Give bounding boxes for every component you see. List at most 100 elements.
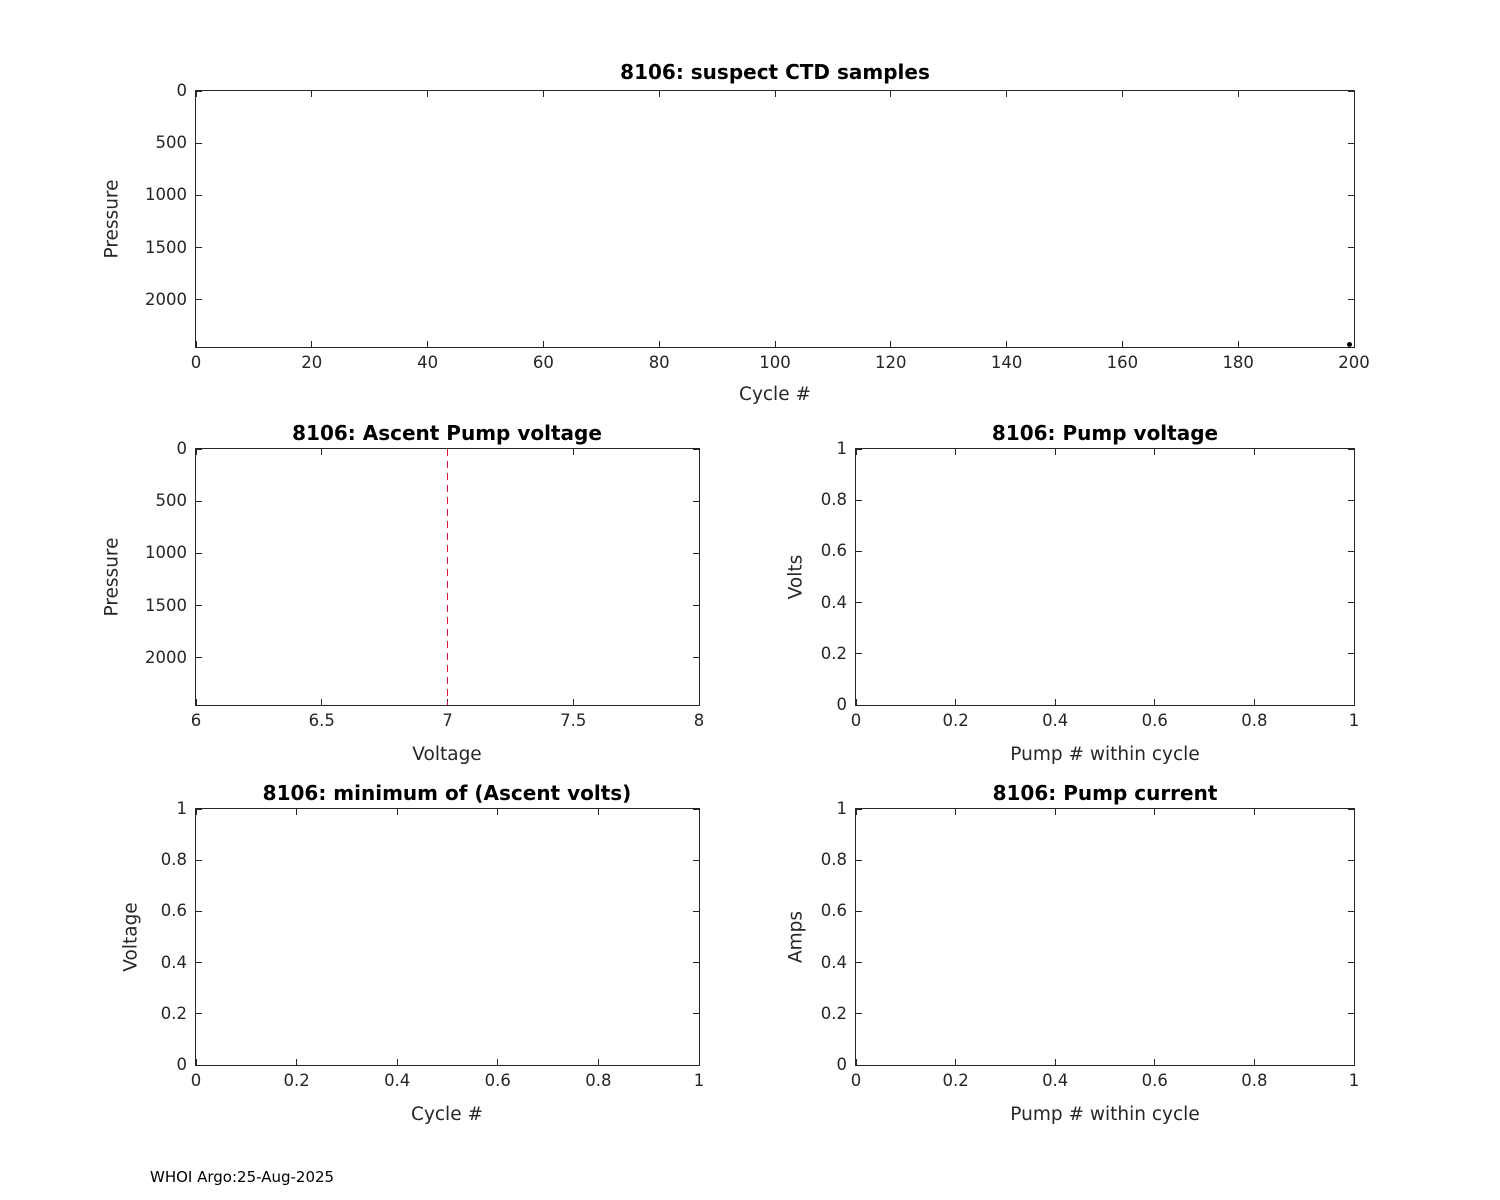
- x-tick-mark: [542, 341, 544, 347]
- x-tick-mark: [195, 449, 197, 455]
- y-tick-label: 2000: [145, 647, 187, 667]
- x-tick-label: 6: [190, 711, 202, 730]
- y-tick-mark: [856, 1013, 862, 1015]
- x-tick-mark: [698, 449, 700, 455]
- y-tick-mark: [1348, 859, 1354, 861]
- x-tick-mark: [855, 449, 857, 455]
- y-tick-label: 1500: [145, 595, 187, 615]
- x-tick-mark: [955, 699, 957, 705]
- chart-title: 8106: Ascent Pump voltage: [292, 421, 602, 445]
- y-tick-mark: [1348, 194, 1354, 196]
- x-tick-mark: [658, 91, 660, 97]
- y-tick-mark: [856, 653, 862, 655]
- reference-dashed-line: [446, 449, 449, 705]
- x-tick-label: 200: [1338, 353, 1370, 372]
- y-tick-mark: [196, 808, 202, 810]
- y-tick-label: 1: [836, 438, 848, 458]
- y-tick-mark: [196, 910, 202, 912]
- x-tick-mark: [955, 1059, 957, 1065]
- x-tick-label: 1: [1348, 1071, 1360, 1090]
- x-tick-mark: [195, 699, 197, 705]
- x-tick-mark: [1253, 699, 1255, 705]
- x-tick-mark: [1054, 809, 1056, 815]
- y-tick-mark: [196, 962, 202, 964]
- y-tick-label: 0.8: [160, 849, 187, 869]
- x-tick-label: 0.4: [1042, 1071, 1069, 1090]
- y-tick-mark: [693, 859, 699, 861]
- y-axis-label: Amps: [785, 910, 807, 964]
- x-tick-mark: [1121, 341, 1123, 347]
- y-tick-label: 0: [176, 1054, 188, 1074]
- y-tick-mark: [856, 859, 862, 861]
- x-tick-label: 0.2: [283, 1071, 310, 1090]
- y-tick-mark: [196, 194, 202, 196]
- x-tick-label: 140: [990, 353, 1023, 372]
- plot-area: 0 0.2 0.4 0.6 0.8 1 0 0.2 0.4 0.6 0.8 1: [161, 800, 705, 1088]
- y-axis-label: Pressure: [101, 537, 123, 617]
- x-tick-label: 7.5: [560, 711, 587, 730]
- y-tick-mark: [196, 552, 202, 554]
- y-tick-label: 0.4: [820, 952, 847, 972]
- y-tick-mark: [693, 1013, 699, 1015]
- y-axis-label: Pressure: [101, 179, 123, 259]
- x-tick-mark: [698, 809, 700, 815]
- x-tick-label: 0.8: [585, 1071, 612, 1090]
- x-tick-mark: [427, 341, 429, 347]
- y-tick-mark: [1348, 499, 1354, 501]
- x-tick-mark: [296, 1059, 298, 1065]
- x-tick-label: 80: [648, 353, 670, 372]
- x-tick-label: 180: [1222, 353, 1254, 372]
- x-axis-label: Pump # within cycle: [1010, 744, 1200, 765]
- x-tick-mark: [396, 1059, 398, 1065]
- y-tick-label: 1000: [145, 543, 187, 563]
- y-tick-mark: [693, 808, 699, 810]
- x-tick-label: 20: [301, 353, 323, 372]
- y-tick-mark: [856, 962, 862, 964]
- y-tick-mark: [693, 910, 699, 912]
- y-tick-mark: [1348, 550, 1354, 552]
- x-tick-label: 7: [442, 711, 453, 730]
- x-axis-label: Cycle #: [739, 384, 811, 405]
- x-tick-mark: [1154, 809, 1156, 815]
- x-tick-mark: [955, 809, 957, 815]
- y-tick-mark: [856, 448, 862, 450]
- y-tick-mark: [856, 808, 862, 810]
- y-tick-mark: [856, 910, 862, 912]
- y-tick-mark: [196, 859, 202, 861]
- y-tick-mark: [693, 552, 699, 554]
- figure-footer-watermark: WHOI Argo:25-Aug-2025: [150, 1168, 335, 1186]
- x-tick-mark: [311, 91, 313, 97]
- y-tick-mark: [1348, 90, 1354, 92]
- x-tick-mark: [1253, 449, 1255, 455]
- x-tick-mark: [774, 91, 776, 97]
- x-tick-mark: [855, 1059, 857, 1065]
- x-tick-mark: [311, 341, 313, 347]
- x-tick-label: 6.5: [308, 711, 335, 730]
- plot-area: 0 0.2 0.4 0.6 0.8 1 0 0.2 0.4 0.6 0.8 1: [821, 800, 1360, 1088]
- y-tick-label: 0.8: [820, 489, 847, 509]
- x-tick-mark: [396, 809, 398, 815]
- y-tick-mark: [1348, 247, 1354, 249]
- x-tick-label: 120: [875, 353, 907, 372]
- y-tick-mark: [196, 657, 202, 659]
- x-tick-mark: [497, 1059, 499, 1065]
- x-tick-label: 0: [850, 711, 862, 730]
- x-tick-mark: [321, 449, 323, 455]
- chart-title: 8106: Pump current: [992, 781, 1218, 805]
- y-tick-mark: [693, 448, 699, 450]
- y-tick-mark: [196, 500, 202, 502]
- x-tick-label: 0.4: [384, 1071, 411, 1090]
- y-tick-mark: [856, 1064, 862, 1066]
- x-tick-mark: [597, 1059, 599, 1065]
- y-tick-mark: [196, 247, 202, 249]
- chart-title: 8106: suspect CTD samples: [620, 60, 930, 84]
- x-tick-mark: [1006, 91, 1008, 97]
- plot-area: 6 6.5 7 7.5 8 0 500 1000 1500 2000: [145, 440, 704, 728]
- y-tick-mark: [1348, 910, 1354, 912]
- x-tick-label: 40: [417, 353, 439, 372]
- x-tick-mark: [1006, 341, 1008, 347]
- x-tick-mark: [955, 449, 957, 455]
- data-point-dot: [1347, 342, 1353, 348]
- x-tick-mark: [1237, 91, 1239, 97]
- x-tick-label: 1: [1348, 711, 1360, 730]
